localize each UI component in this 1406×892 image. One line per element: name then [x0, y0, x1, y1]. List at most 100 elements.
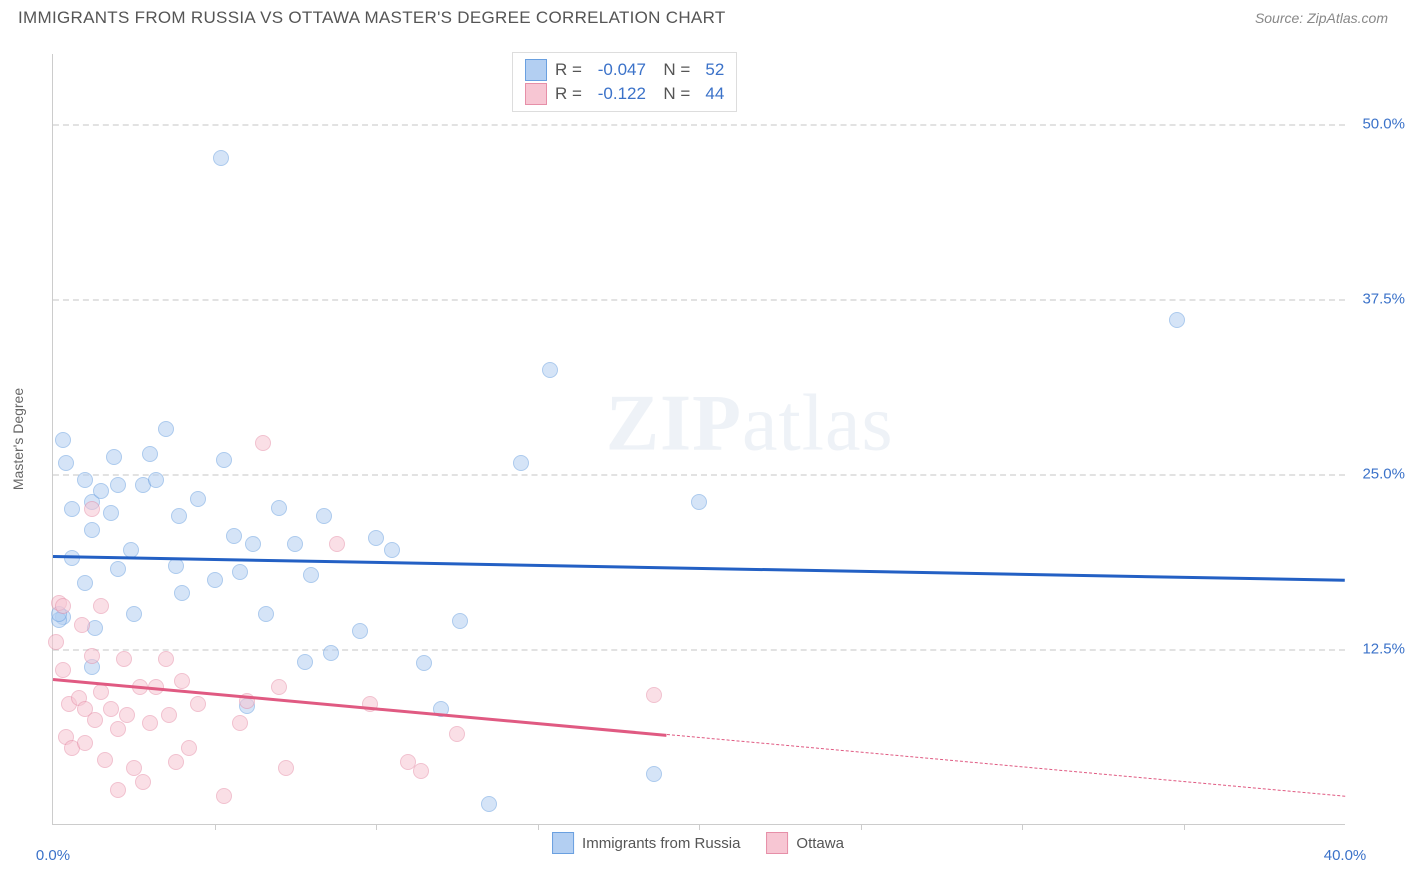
- scatter-point: [513, 455, 529, 471]
- x-tick-label: 0.0%: [36, 847, 70, 864]
- scatter-point: [329, 536, 345, 552]
- scatter-point: [77, 575, 93, 591]
- scatter-point: [416, 655, 432, 671]
- legend-item-series-1: Immigrants from Russia: [552, 832, 740, 854]
- scatter-point: [255, 435, 271, 451]
- scatter-point: [481, 796, 497, 812]
- x-tick-mark: [376, 824, 377, 830]
- chart-header: IMMIGRANTS FROM RUSSIA VS OTTAWA MASTER'…: [0, 0, 1406, 32]
- y-tick-label: 50.0%: [1362, 116, 1405, 133]
- scatter-point: [232, 715, 248, 731]
- scatter-point: [174, 585, 190, 601]
- swatch-series-1: [525, 59, 547, 81]
- correlation-legend: R = -0.047 N = 52 R = -0.122 N = 44: [512, 52, 737, 112]
- scatter-point: [93, 684, 109, 700]
- scatter-point: [158, 651, 174, 667]
- scatter-point: [148, 472, 164, 488]
- scatter-point: [103, 505, 119, 521]
- scatter-point: [232, 564, 248, 580]
- scatter-point: [213, 150, 229, 166]
- scatter-point: [106, 449, 122, 465]
- chart-title: IMMIGRANTS FROM RUSSIA VS OTTAWA MASTER'…: [18, 8, 726, 28]
- scatter-point: [126, 606, 142, 622]
- scatter-point: [168, 558, 184, 574]
- scatter-point: [1169, 312, 1185, 328]
- scatter-point: [158, 421, 174, 437]
- scatter-point: [168, 754, 184, 770]
- scatter-point: [303, 567, 319, 583]
- swatch-series-2-bottom: [766, 832, 788, 854]
- scatter-point: [542, 362, 558, 378]
- scatter-point: [171, 508, 187, 524]
- y-tick-label: 37.5%: [1362, 291, 1405, 308]
- scatter-point: [646, 766, 662, 782]
- scatter-point: [449, 726, 465, 742]
- y-tick-label: 25.0%: [1362, 466, 1405, 483]
- gridline: [53, 474, 1345, 476]
- scatter-point: [77, 735, 93, 751]
- y-tick-label: 12.5%: [1362, 641, 1405, 658]
- scatter-point: [207, 572, 223, 588]
- scatter-point: [93, 483, 109, 499]
- scatter-point: [110, 561, 126, 577]
- scatter-point: [190, 491, 206, 507]
- scatter-point: [119, 707, 135, 723]
- trend-line-extrapolated: [667, 734, 1345, 797]
- x-tick-mark: [699, 824, 700, 830]
- scatter-point: [142, 446, 158, 462]
- x-tick-mark: [215, 824, 216, 830]
- scatter-point: [123, 542, 139, 558]
- x-tick-mark: [1184, 824, 1185, 830]
- scatter-point: [297, 654, 313, 670]
- scatter-point: [58, 455, 74, 471]
- scatter-point: [216, 788, 232, 804]
- scatter-point: [174, 673, 190, 689]
- plot-area: 12.5%25.0%37.5%50.0%0.0%40.0%: [52, 54, 1345, 825]
- scatter-point: [245, 536, 261, 552]
- scatter-point: [55, 598, 71, 614]
- scatter-point: [161, 707, 177, 723]
- scatter-point: [316, 508, 332, 524]
- legend-item-series-2: Ottawa: [766, 832, 844, 854]
- scatter-point: [287, 536, 303, 552]
- scatter-point: [87, 712, 103, 728]
- gridline: [53, 124, 1345, 126]
- scatter-point: [110, 721, 126, 737]
- scatter-point: [384, 542, 400, 558]
- scatter-point: [226, 528, 242, 544]
- x-tick-mark: [1022, 824, 1023, 830]
- scatter-point: [190, 696, 206, 712]
- swatch-series-2: [525, 83, 547, 105]
- scatter-point: [64, 501, 80, 517]
- x-tick-mark: [538, 824, 539, 830]
- scatter-point: [74, 617, 90, 633]
- series-legend: Immigrants from Russia Ottawa: [552, 832, 844, 854]
- legend-row-series-2: R = -0.122 N = 44: [525, 83, 724, 105]
- scatter-point: [691, 494, 707, 510]
- scatter-point: [64, 550, 80, 566]
- y-axis-label: Master's Degree: [10, 388, 26, 490]
- scatter-point: [84, 648, 100, 664]
- scatter-point: [181, 740, 197, 756]
- legend-row-series-1: R = -0.047 N = 52: [525, 59, 724, 81]
- gridline: [53, 649, 1345, 651]
- scatter-point: [216, 452, 232, 468]
- scatter-point: [110, 477, 126, 493]
- scatter-point: [271, 679, 287, 695]
- scatter-point: [142, 715, 158, 731]
- chart-container: ZIPatlas 12.5%25.0%37.5%50.0%0.0%40.0% M…: [52, 54, 1344, 824]
- scatter-point: [413, 763, 429, 779]
- x-tick-mark: [861, 824, 862, 830]
- scatter-point: [84, 501, 100, 517]
- scatter-point: [352, 623, 368, 639]
- scatter-point: [103, 701, 119, 717]
- scatter-point: [452, 613, 468, 629]
- scatter-point: [55, 432, 71, 448]
- scatter-point: [77, 472, 93, 488]
- scatter-point: [93, 598, 109, 614]
- scatter-point: [55, 662, 71, 678]
- scatter-point: [368, 530, 384, 546]
- scatter-point: [97, 752, 113, 768]
- scatter-point: [278, 760, 294, 776]
- scatter-point: [271, 500, 287, 516]
